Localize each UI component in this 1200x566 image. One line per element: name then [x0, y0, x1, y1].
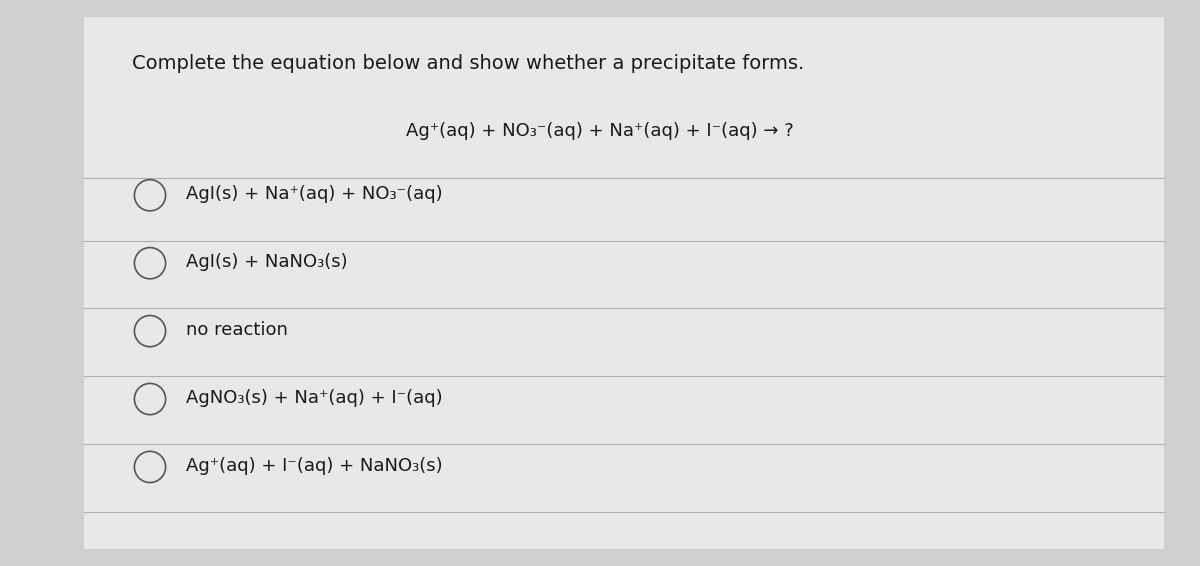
Text: Ag⁺(aq) + I⁻(aq) + NaNO₃(s): Ag⁺(aq) + I⁻(aq) + NaNO₃(s) — [186, 457, 443, 475]
Text: no reaction: no reaction — [186, 321, 288, 339]
Text: AgI(s) + NaNO₃(s): AgI(s) + NaNO₃(s) — [186, 253, 348, 271]
Text: AgNO₃(s) + Na⁺(aq) + I⁻(aq): AgNO₃(s) + Na⁺(aq) + I⁻(aq) — [186, 389, 443, 407]
Text: Complete the equation below and show whether a precipitate forms.: Complete the equation below and show whe… — [132, 54, 804, 73]
Text: AgI(s) + Na⁺(aq) + NO₃⁻(aq): AgI(s) + Na⁺(aq) + NO₃⁻(aq) — [186, 185, 443, 203]
Text: Ag⁺(aq) + NO₃⁻(aq) + Na⁺(aq) + I⁻(aq) → ?: Ag⁺(aq) + NO₃⁻(aq) + Na⁺(aq) + I⁻(aq) → … — [406, 122, 794, 140]
FancyBboxPatch shape — [84, 17, 1164, 549]
